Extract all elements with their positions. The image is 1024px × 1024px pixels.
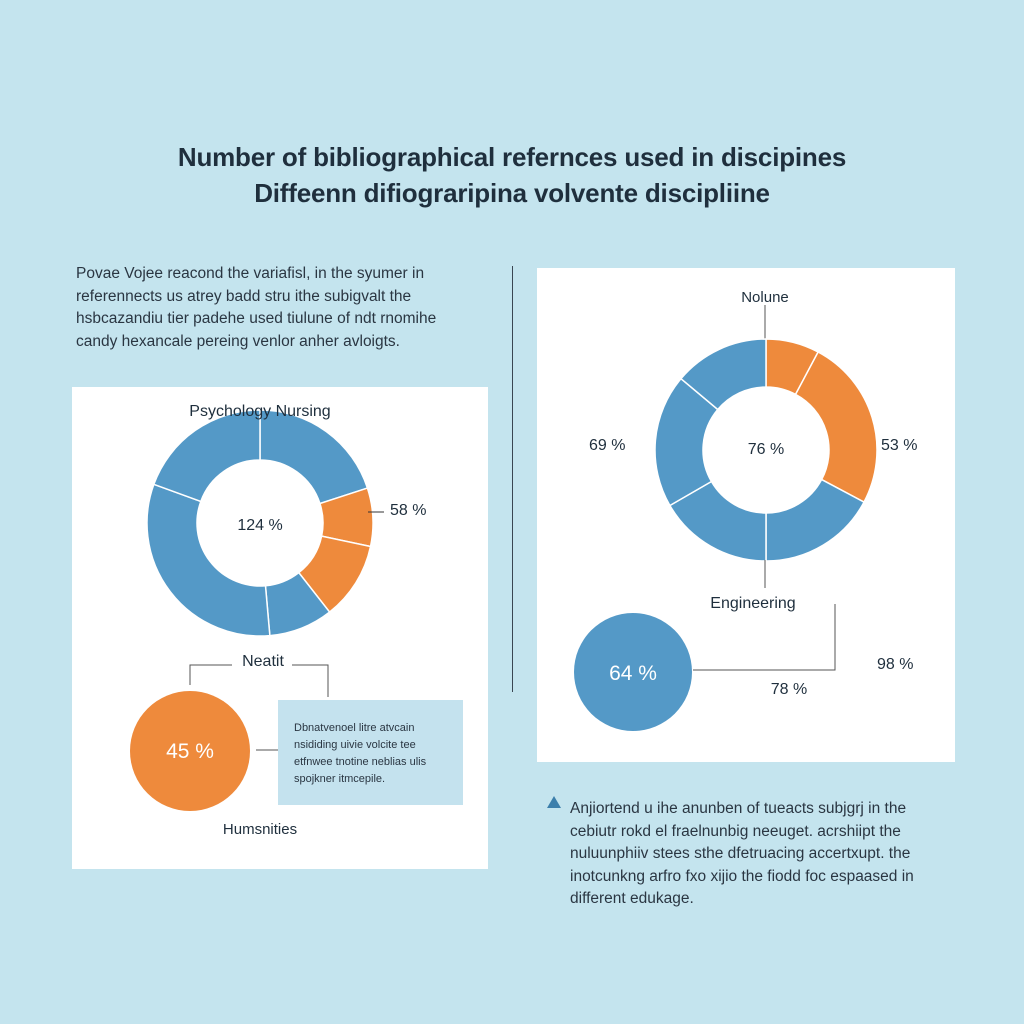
intro-line: Povae Vojee reacond the variafisl, in th… xyxy=(76,265,425,282)
info-line: spojkner itmcepile. xyxy=(294,773,386,785)
annotation-53: 53 % xyxy=(881,437,917,454)
info-box: Dbnatvenoel litre atvcain nsididing uivi… xyxy=(278,700,463,805)
note-line: cebiutr rokd el fraelnunbig neeuget. acr… xyxy=(570,822,901,840)
intro-line: candy hexancale pereing venlor anher avl… xyxy=(76,332,400,350)
donut-segment-1 xyxy=(794,350,878,504)
engineering-donut xyxy=(654,338,878,562)
donut-segment-0 xyxy=(259,409,369,505)
donut-segment-4 xyxy=(146,483,271,637)
note-line: inotcunkng arfro fxo xijio the fiodd foc… xyxy=(570,867,914,885)
annotation-engineering: Engineering xyxy=(710,595,795,612)
connector-line xyxy=(693,604,836,671)
note-line: nuluunphiiv stees sthe dfetruacing accer… xyxy=(570,845,911,862)
left-chart-card: Psychology Nursing 124 % 58 % Neatit 45 … xyxy=(72,387,488,869)
right-chart-card: Nolune 76 % 69 % 53 % Engineering 64 % 9… xyxy=(537,268,955,762)
annotation-neatit: Neatit xyxy=(242,653,284,670)
note-text: Anjiortend u ihe anunben of tueacts subj… xyxy=(570,798,914,911)
humanities-value: 45 % xyxy=(166,740,214,763)
info-line: etfnwee tnotine neblias ulis xyxy=(294,756,427,768)
note-line: different edukage. xyxy=(570,890,694,907)
donut-label-psychology-nursing: Psychology Nursing xyxy=(189,403,330,420)
blue-circle xyxy=(574,613,692,731)
annotation-69: 69 % xyxy=(589,437,625,454)
info-line: Dbnatvenoel litre atvcain xyxy=(294,722,415,734)
humanities-circle xyxy=(130,691,250,811)
humanities-label: Humsnities xyxy=(223,821,297,838)
annotation-98: 98 % xyxy=(877,656,913,673)
blue-circle-value: 64 % xyxy=(609,662,657,685)
left-chart-svg: Psychology Nursing 124 % 58 % Neatit 45 … xyxy=(130,403,426,838)
info-line: nsididing uivie volcite tee xyxy=(294,739,416,751)
annotation-58: 58 % xyxy=(390,502,426,519)
triangle-bullet-icon xyxy=(547,796,561,808)
donut-label-nolune: Nolune xyxy=(741,289,789,306)
annotation-78: 78 % xyxy=(771,681,807,698)
donut-center-label: 76 % xyxy=(748,441,784,458)
intro-text: Povae Vojee reacond the variafisl, in th… xyxy=(76,263,436,353)
donut-center-label: 124 % xyxy=(237,517,282,534)
chart-title: Number of bibliographical refernces used… xyxy=(177,142,847,172)
column-divider xyxy=(512,266,513,692)
donut-segment-5 xyxy=(152,409,261,503)
note-line: Anjiortend u ihe anunben of tueacts subj… xyxy=(570,800,907,817)
right-chart-svg: Nolune 76 % 69 % 53 % Engineering 64 % 9… xyxy=(574,289,917,731)
intro-line: hsbcazandiu tier padehe used tiulune of … xyxy=(76,310,437,327)
donut-segment-5 xyxy=(679,338,767,411)
info-text: Dbnatvenoel litre atvcain nsididing uivi… xyxy=(294,720,426,788)
psychology-nursing-donut xyxy=(146,409,374,637)
intro-line: referennects us atrey badd stru ithe sub… xyxy=(76,287,412,305)
chart-subtitle: Diffeenn difiograripina volvente discipl… xyxy=(254,178,770,208)
label-mask xyxy=(232,649,292,675)
